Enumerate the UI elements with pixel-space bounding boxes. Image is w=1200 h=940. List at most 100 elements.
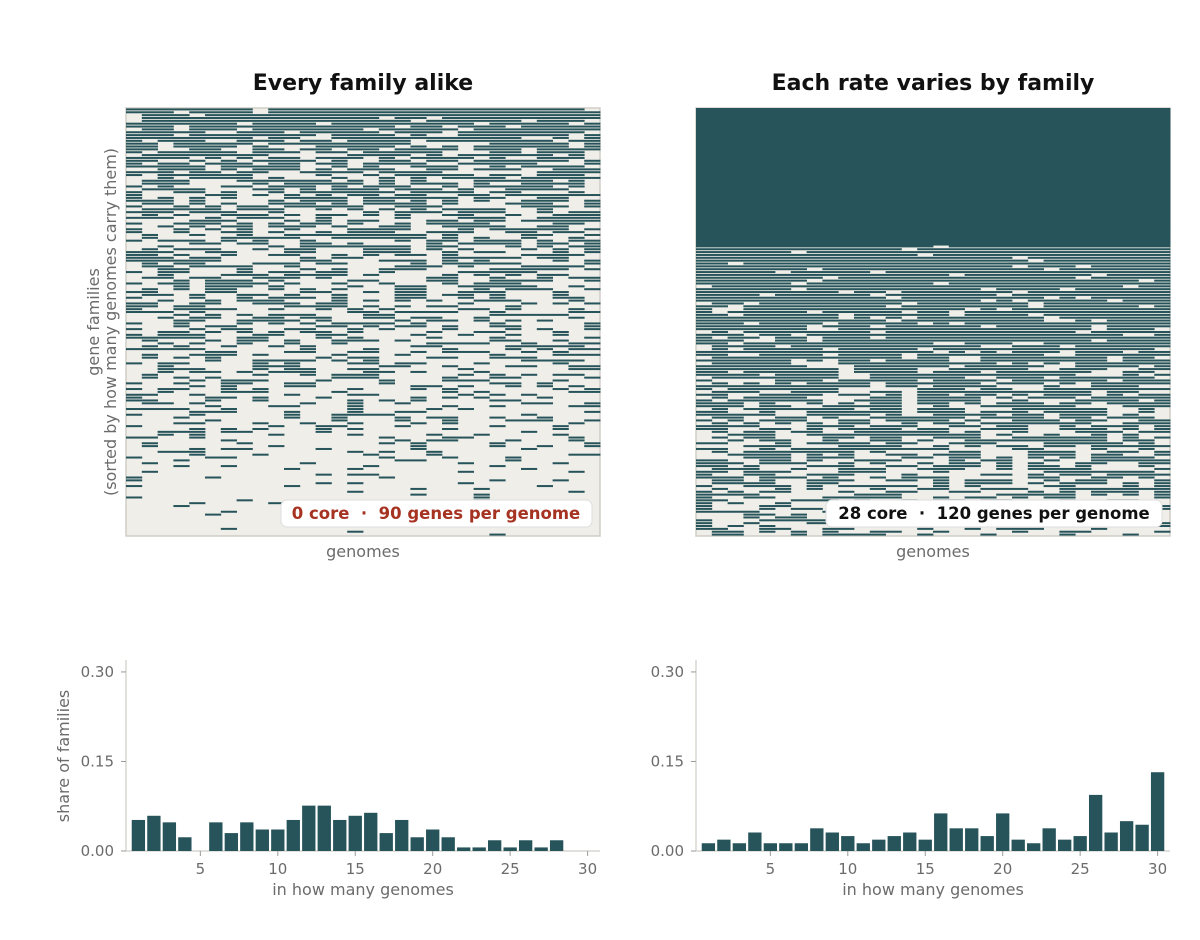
presence-cell	[1138, 419, 1171, 422]
presence-cell	[299, 345, 316, 348]
presence-cell	[141, 188, 206, 191]
presence-cell	[743, 422, 760, 425]
presence-cell	[743, 465, 760, 468]
histogram-bar	[810, 828, 824, 851]
presence-cell	[126, 413, 143, 416]
presence-cell	[948, 245, 1171, 248]
presence-cell	[473, 182, 490, 185]
presence-cell	[743, 445, 792, 448]
presence-cell	[442, 396, 459, 399]
presence-cell	[347, 402, 364, 405]
presence-cell	[363, 370, 395, 373]
presence-cell	[489, 142, 569, 145]
presence-cell	[838, 422, 871, 425]
presence-cell	[252, 188, 285, 191]
presence-cell	[252, 353, 269, 356]
presence-cell	[473, 128, 601, 131]
presence-cell	[568, 316, 585, 319]
presence-cell	[1122, 439, 1155, 442]
presence-cell	[173, 465, 190, 468]
presence-cell	[331, 185, 348, 188]
presence-cell	[743, 330, 871, 333]
y-tick-label: 0.00	[81, 842, 114, 860]
presence-cell	[933, 530, 950, 533]
presence-cell	[743, 470, 792, 473]
presence-cell	[743, 450, 855, 453]
presence-cell	[1138, 430, 1171, 433]
presence-cell	[473, 199, 490, 202]
presence-cell	[252, 365, 301, 368]
presence-cell	[426, 305, 459, 308]
y-tick-label: 0.30	[81, 663, 114, 681]
presence-cell	[933, 485, 950, 488]
presence-cell	[315, 162, 348, 165]
presence-cell	[711, 302, 744, 305]
presence-cell	[1043, 410, 1108, 413]
presence-cell	[1059, 482, 1108, 485]
presence-cell	[394, 116, 427, 119]
presence-cell	[347, 311, 380, 314]
presence-cell	[473, 496, 490, 499]
presence-cell	[410, 145, 427, 148]
presence-cell	[126, 425, 143, 428]
presence-cell	[457, 271, 538, 274]
presence-cell	[268, 370, 316, 373]
presence-cell	[696, 493, 760, 496]
presence-cell	[284, 194, 301, 197]
presence-cell	[363, 151, 443, 154]
histogram-bar	[255, 829, 269, 851]
presence-cell	[378, 128, 459, 131]
presence-cell	[505, 348, 522, 351]
presence-cell	[347, 356, 380, 359]
presence-cell	[996, 376, 1044, 379]
presence-cell	[363, 211, 380, 214]
x-tick-label: 15	[916, 860, 935, 878]
presence-cell	[457, 265, 474, 268]
presence-cell	[696, 167, 1171, 172]
presence-cell	[157, 162, 190, 165]
presence-cell	[299, 131, 380, 134]
presence-cell	[1043, 433, 1060, 436]
presence-cell	[189, 433, 206, 436]
presence-cell	[696, 342, 728, 345]
presence-cell	[363, 248, 411, 251]
presence-cell	[933, 385, 997, 388]
presence-cell	[775, 336, 807, 339]
presence-cell	[933, 348, 1155, 351]
presence-cell	[806, 465, 855, 468]
presence-cell	[141, 445, 158, 448]
presence-cell	[696, 150, 1171, 155]
presence-cell	[885, 385, 918, 388]
presence-cell	[552, 330, 569, 333]
presence-cell	[252, 368, 269, 371]
x-tick-label: 30	[1148, 860, 1167, 878]
presence-cell	[696, 499, 728, 502]
presence-cell	[696, 502, 713, 505]
presence-cell	[743, 516, 760, 519]
presence-cell	[1012, 293, 1171, 296]
presence-cell	[426, 416, 459, 419]
presence-cell	[1122, 482, 1139, 485]
presence-cell	[696, 339, 744, 342]
presence-cell	[948, 368, 1029, 371]
presence-cell	[236, 179, 332, 182]
presence-cell	[885, 413, 902, 416]
presence-cell	[711, 330, 728, 333]
presence-cell	[141, 182, 190, 185]
presence-cell	[173, 262, 206, 265]
presence-cell	[1154, 482, 1171, 485]
histogram-left-ticks: 5 10 15 20 25 300.000.150.30	[81, 663, 598, 878]
presence-cell	[268, 199, 285, 202]
presence-cell	[442, 176, 506, 179]
presence-cell	[1091, 459, 1171, 462]
presence-cell	[806, 422, 823, 425]
presence-cell	[141, 114, 190, 117]
presence-cell	[268, 405, 301, 408]
histogram-bar	[379, 833, 393, 851]
presence-cell	[521, 447, 538, 450]
presence-cell	[885, 359, 950, 362]
presence-cell	[964, 439, 1108, 442]
presence-cell	[696, 159, 1171, 163]
presence-cell	[838, 276, 1076, 279]
presence-cell	[284, 219, 301, 222]
